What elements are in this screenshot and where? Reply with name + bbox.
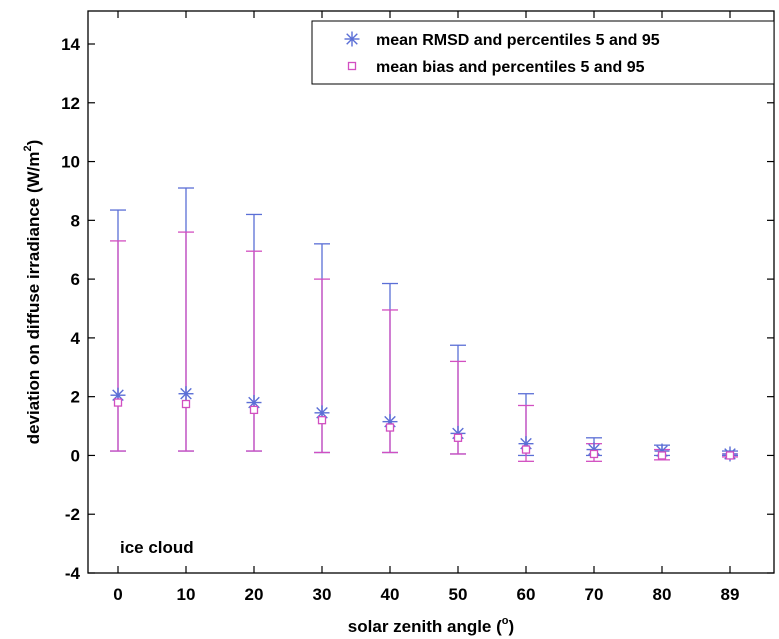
y-tick-label-2: 0 [71, 446, 80, 465]
series1-70-point [589, 449, 599, 459]
x-tick-label-0: 0 [113, 585, 122, 604]
x-axis-label-sup: o [502, 615, 509, 627]
x-axis-label-main: solar zenith angle ( [348, 617, 502, 636]
x-tick-label-7: 70 [585, 585, 604, 604]
series1-40-point [385, 423, 395, 432]
legend-star-icon [344, 31, 360, 47]
series1-80-point [657, 451, 667, 460]
x-tick-label-2: 20 [245, 585, 264, 604]
plot-frame [87, 10, 775, 574]
legend-marker-rmsd [344, 31, 360, 47]
series-layer [110, 187, 738, 462]
y-tick-label-7: 10 [61, 153, 80, 172]
y-axis-label: deviation on diffuse irradiance (W/m2) [22, 140, 43, 445]
y-tick-label-1: -2 [65, 505, 80, 524]
x-tick-label-8: 80 [653, 585, 672, 604]
x-axis-label-end: ) [509, 617, 515, 636]
legend-box [311, 20, 775, 85]
y-tick-label-3: 2 [71, 388, 80, 407]
legend: mean RMSD and percentiles 5 and 95 mean … [311, 20, 775, 85]
x-tick-label-1: 10 [177, 585, 196, 604]
series0-10-point [178, 386, 194, 402]
ticks-layer: -4 -2 0 2 4 6 8 10 12 14 0 10 20 30 40 50 60 70 80 89 [61, 11, 774, 604]
x-axis-label: solar zenith angle (o) [348, 615, 514, 636]
annotation-ice-cloud: ice cloud [120, 538, 194, 557]
series0-10-point-stroke-135 [180, 387, 192, 400]
series1-30-point [317, 416, 327, 425]
y-tick-label-9: 14 [61, 35, 80, 54]
y-tick-label-4: 4 [71, 329, 81, 348]
legend-label-rmsd: mean RMSD and percentiles 5 and 95 [376, 32, 660, 49]
legend-label-bias: mean bias and percentiles 5 and 95 [376, 59, 645, 76]
x-tick-label-4: 40 [381, 585, 400, 604]
series1-10-point [181, 399, 191, 409]
legend-star-icon-stroke-135 [346, 33, 358, 45]
y-axis-label-sup: 2 [22, 145, 34, 151]
series1-60-point [521, 445, 531, 454]
x-tick-label-5: 50 [449, 585, 468, 604]
series1-50-point [453, 433, 463, 442]
y-tick-label-6: 8 [71, 211, 80, 230]
y-tick-label-0: -4 [65, 564, 81, 583]
legend-square-icon [347, 61, 357, 71]
y-tick-label-5: 6 [71, 270, 80, 289]
y-tick-label-8: 12 [61, 94, 80, 113]
x-tick-label-9: 89 [721, 585, 740, 604]
y-axis-label-end: ) [24, 140, 43, 146]
legend-marker-bias [347, 61, 357, 71]
series1-89-point [725, 451, 735, 460]
x-tick-label-6: 60 [517, 585, 536, 604]
y-axis-label-main: deviation on diffuse irradiance (W/m [24, 151, 43, 444]
series1-0-point [113, 398, 123, 407]
series1-20-point [249, 405, 259, 415]
x-tick-label-3: 30 [313, 585, 332, 604]
